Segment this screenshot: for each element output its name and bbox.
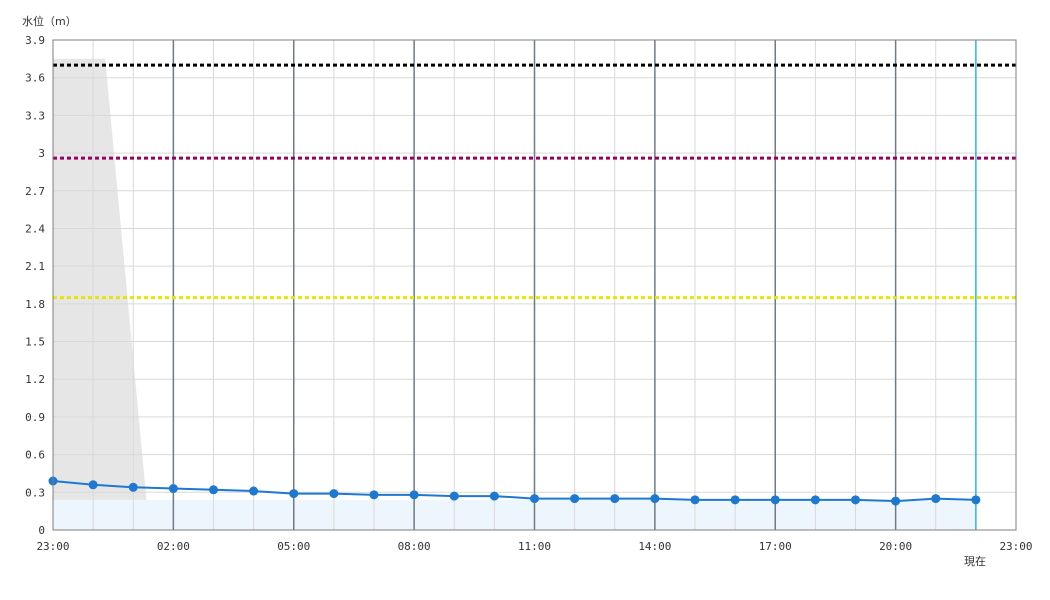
series-layer (48, 476, 981, 506)
y-tick-label: 1.8 (25, 298, 45, 311)
water-fill-area (53, 499, 976, 530)
now-label: 現在 (964, 555, 986, 568)
water-level-point (128, 482, 138, 492)
x-tick-label: 20:00 (879, 540, 912, 553)
water-level-point (289, 489, 299, 499)
water-level-point (570, 494, 580, 504)
water-level-point (610, 494, 620, 504)
water-level-point (891, 496, 901, 506)
y-tick-label: 0.9 (25, 411, 45, 424)
y-tick-label: 1.2 (25, 373, 45, 386)
y-tick-label: 0.3 (25, 486, 45, 499)
x-tick-label: 02:00 (157, 540, 190, 553)
x-tick-label: 14:00 (638, 540, 671, 553)
water-level-point (249, 486, 259, 496)
water-level-point (409, 490, 419, 500)
axis-layer: 0 0.3 0.6 0.9 1.2 1.5 1.8 2.1 2.4 2.7 3 3.3 3.6 3.9 23… (25, 34, 1032, 553)
x-tick-label: 23:00 (36, 540, 69, 553)
y-tick-label: 3 (38, 147, 45, 160)
water-level-point (329, 489, 339, 499)
grid-layer (53, 39, 1016, 531)
water-level-point (851, 495, 860, 505)
water-level-point (168, 484, 178, 494)
water-level-point (810, 495, 820, 505)
water-level-line (52, 480, 976, 503)
water-level-point (931, 494, 941, 504)
y-tick-label: 0 (38, 524, 45, 537)
y-tick-label: 3.9 (25, 34, 45, 47)
water-level-point (530, 494, 539, 504)
x-tick-label: 05:00 (277, 540, 310, 553)
y-tick-label: 3.6 (25, 72, 45, 85)
water-level-point (88, 480, 98, 490)
y-tick-label: 3.3 (25, 109, 45, 122)
y-tick-label: 2.1 (25, 260, 45, 273)
water-level-point (690, 495, 700, 505)
water-level-point (489, 491, 499, 501)
water-level-point (209, 485, 218, 495)
y-tick-label: 1.5 (25, 336, 45, 349)
y-axis-label: 水位（m） (22, 14, 77, 28)
water-level-point (449, 491, 459, 501)
x-tick-label: 11:00 (518, 540, 551, 553)
water-level-point (971, 495, 981, 505)
x-tick-label: 17:00 (759, 540, 792, 553)
y-tick-label: 2.7 (25, 185, 45, 198)
y-tick-label: 2.4 (25, 222, 45, 235)
y-tick-label: 0.6 (25, 449, 45, 462)
x-tick-label: 23:00 (999, 540, 1032, 553)
area-fill-layer (53, 499, 976, 530)
plot-frame (52, 39, 1017, 531)
water-level-point (650, 494, 660, 504)
water-level-point (369, 490, 379, 500)
water-level-point (730, 495, 740, 505)
x-tick-label: 08:00 (398, 540, 431, 553)
shaded-area (53, 58, 150, 530)
water-level-point (770, 495, 780, 505)
shaded-area-layer (53, 58, 150, 530)
